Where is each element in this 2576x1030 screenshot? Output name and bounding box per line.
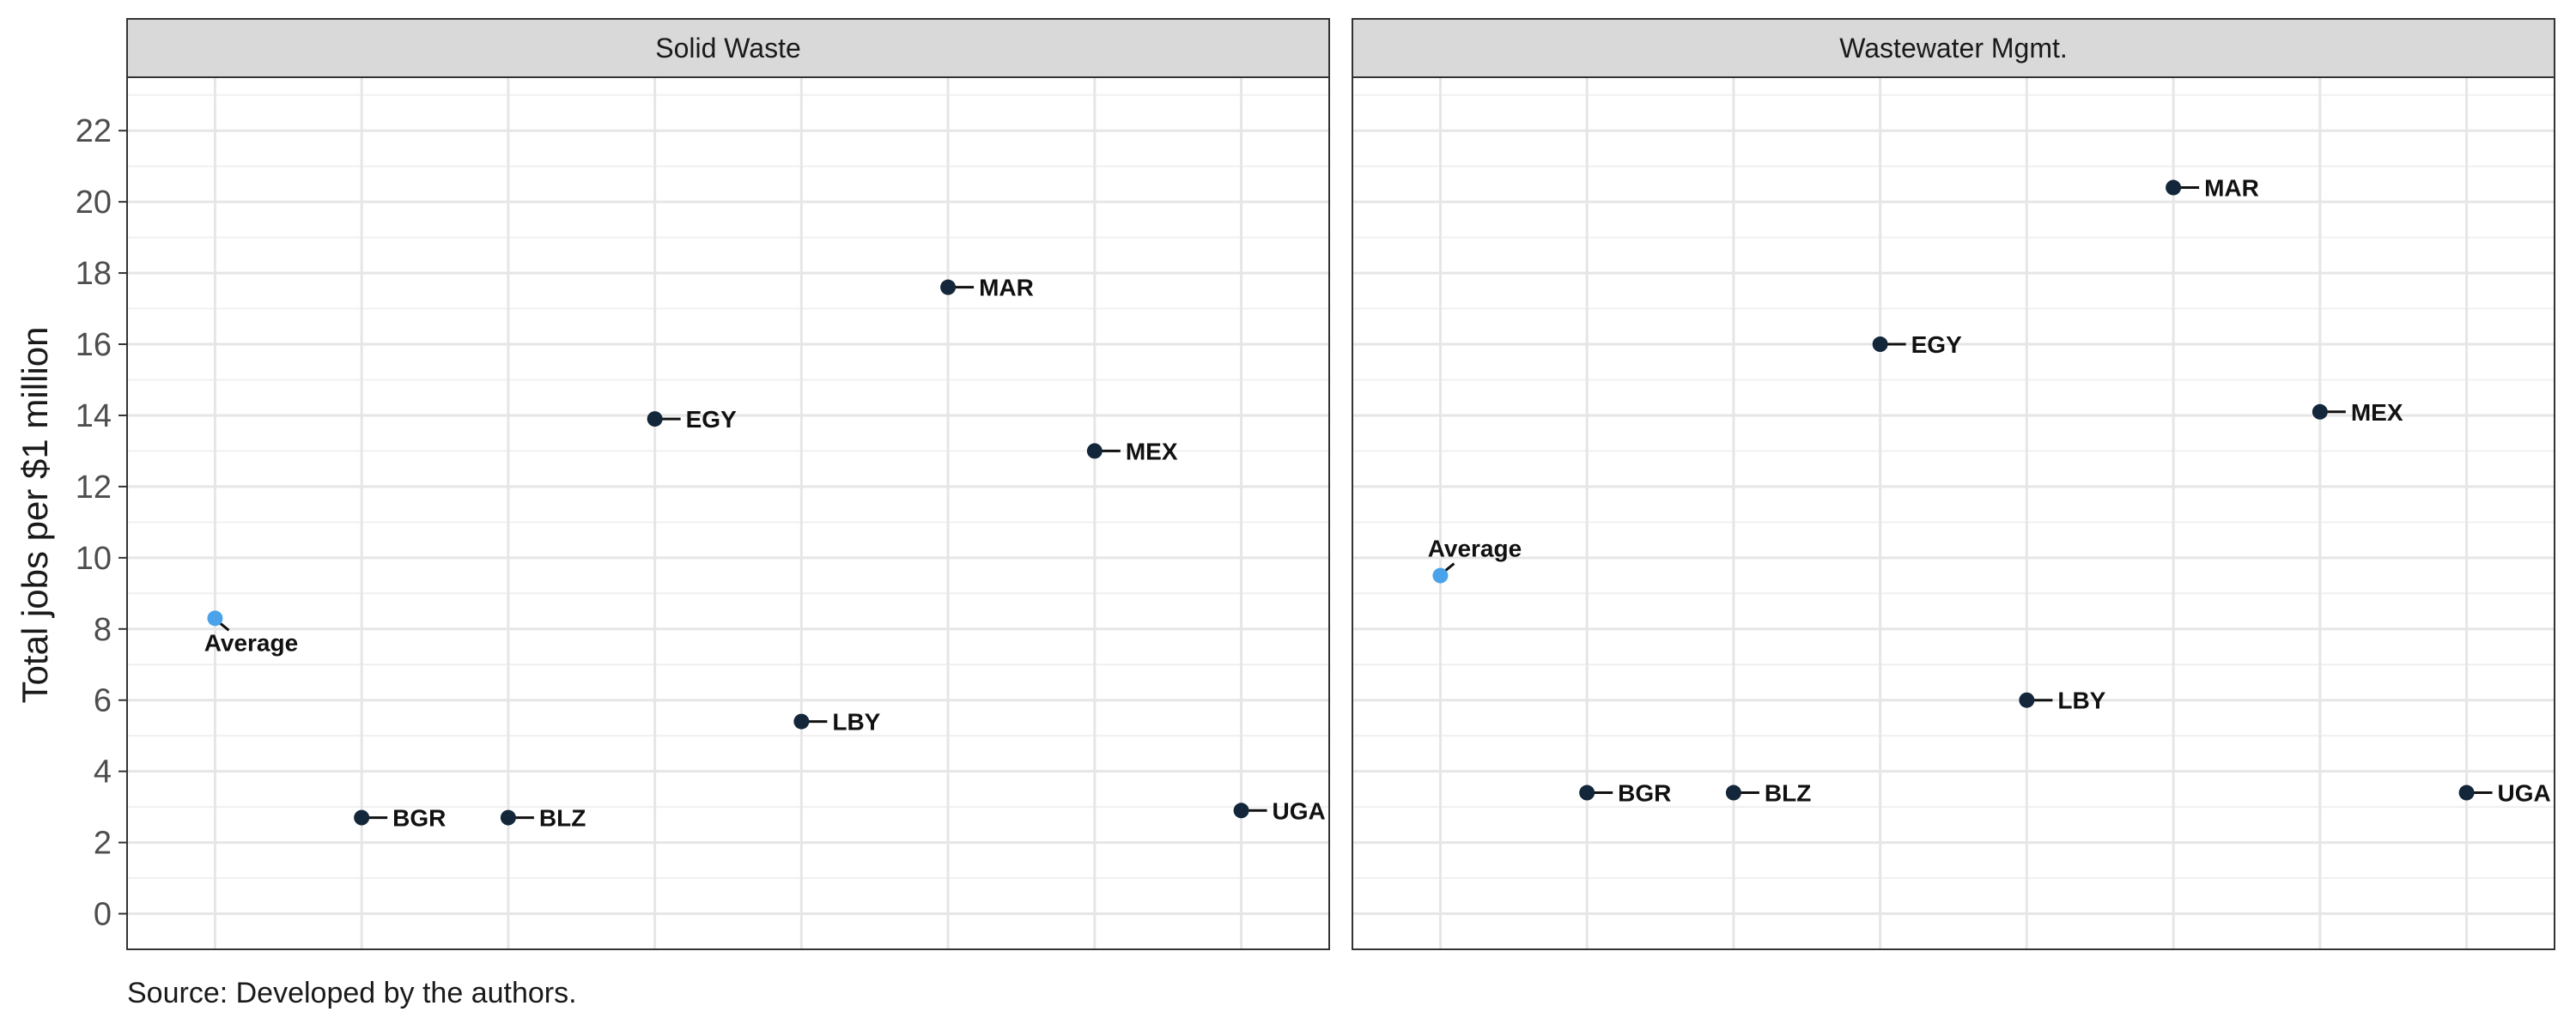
y-tick-label: 22 [76,113,112,149]
data-label: EGY [686,406,737,433]
data-label: BLZ [539,805,586,832]
y-tick-label: 10 [76,541,112,577]
y-tick-label: 20 [76,185,112,221]
data-point [500,809,516,826]
data-label: MEX [1126,438,1178,464]
data-label: LBY [2057,688,2105,714]
label-leader-line [1443,562,1455,573]
y-axis: 0 2 4 6 8 10 12 14 16 18 20 22 [76,113,127,933]
data-point [1233,803,1249,819]
data-point [2312,403,2328,420]
data-label: BLZ [1765,780,1811,807]
panel-background [127,77,1329,949]
y-tick-label: 16 [76,327,112,363]
data-point [1725,785,1741,801]
data-point [940,279,957,295]
data-point [2458,785,2475,801]
label-leader-line [218,621,230,632]
data-point [793,713,810,730]
y-tick-label: 6 [94,683,112,719]
y-tick-label: 4 [94,754,112,791]
y-tick-label: 0 [94,897,112,933]
data-label: UGA [2498,780,2551,807]
facet-title: Wastewater Mgmt. [1839,33,2068,64]
y-tick-label: 8 [94,612,112,648]
data-label: UGA [1273,797,1326,824]
facet-strip [126,18,1330,78]
data-point [1579,785,1595,801]
data-point-average [207,610,223,627]
y-tick-label: 12 [76,470,112,506]
source-caption: Source: Developed by the authors. [127,977,577,1009]
panel-background [1352,77,2555,949]
data-point [2166,179,2182,196]
facet-strip [1352,18,2555,78]
y-tick-label: 2 [94,826,112,862]
facet-panel: Solid Waste Average BGR BLZ EGY LBY MAR MEX UGA [126,18,1330,950]
data-label-average: Average [204,629,298,656]
data-point [354,809,370,826]
data-label: MAR [2204,175,2259,202]
data-label: LBY [832,709,880,736]
data-label: BGR [392,805,446,832]
data-label: BGR [1618,780,1671,807]
data-point-average [1432,567,1449,584]
y-tick-label: 18 [76,256,112,292]
data-label: MEX [2351,399,2403,426]
panel-border [1352,76,2555,950]
data-point [2019,692,2035,708]
data-label-average: Average [1428,536,1522,562]
y-axis-title: Total jobs per $1 million [15,327,55,704]
panel-border [126,76,1330,950]
facet-title: Solid Waste [655,33,801,64]
data-label: MAR [979,275,1034,301]
data-label: EGY [1911,331,1962,358]
facet-panel: Wastewater Mgmt. Average BGR BLZ EGY LBY MAR ME… [1352,18,2555,950]
data-point [1086,443,1103,459]
data-point [1872,336,1888,353]
data-point [647,411,663,427]
y-tick-label: 14 [76,398,112,434]
